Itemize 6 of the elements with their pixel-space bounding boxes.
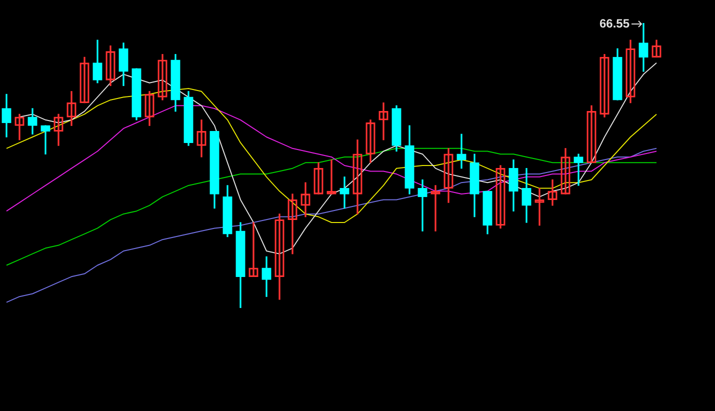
annotation: 66.55 xyxy=(599,16,630,30)
candlestick xyxy=(40,125,50,154)
candlestick xyxy=(418,179,428,232)
candlestick xyxy=(574,154,584,186)
candlestick xyxy=(456,134,466,169)
candlestick xyxy=(340,176,350,209)
